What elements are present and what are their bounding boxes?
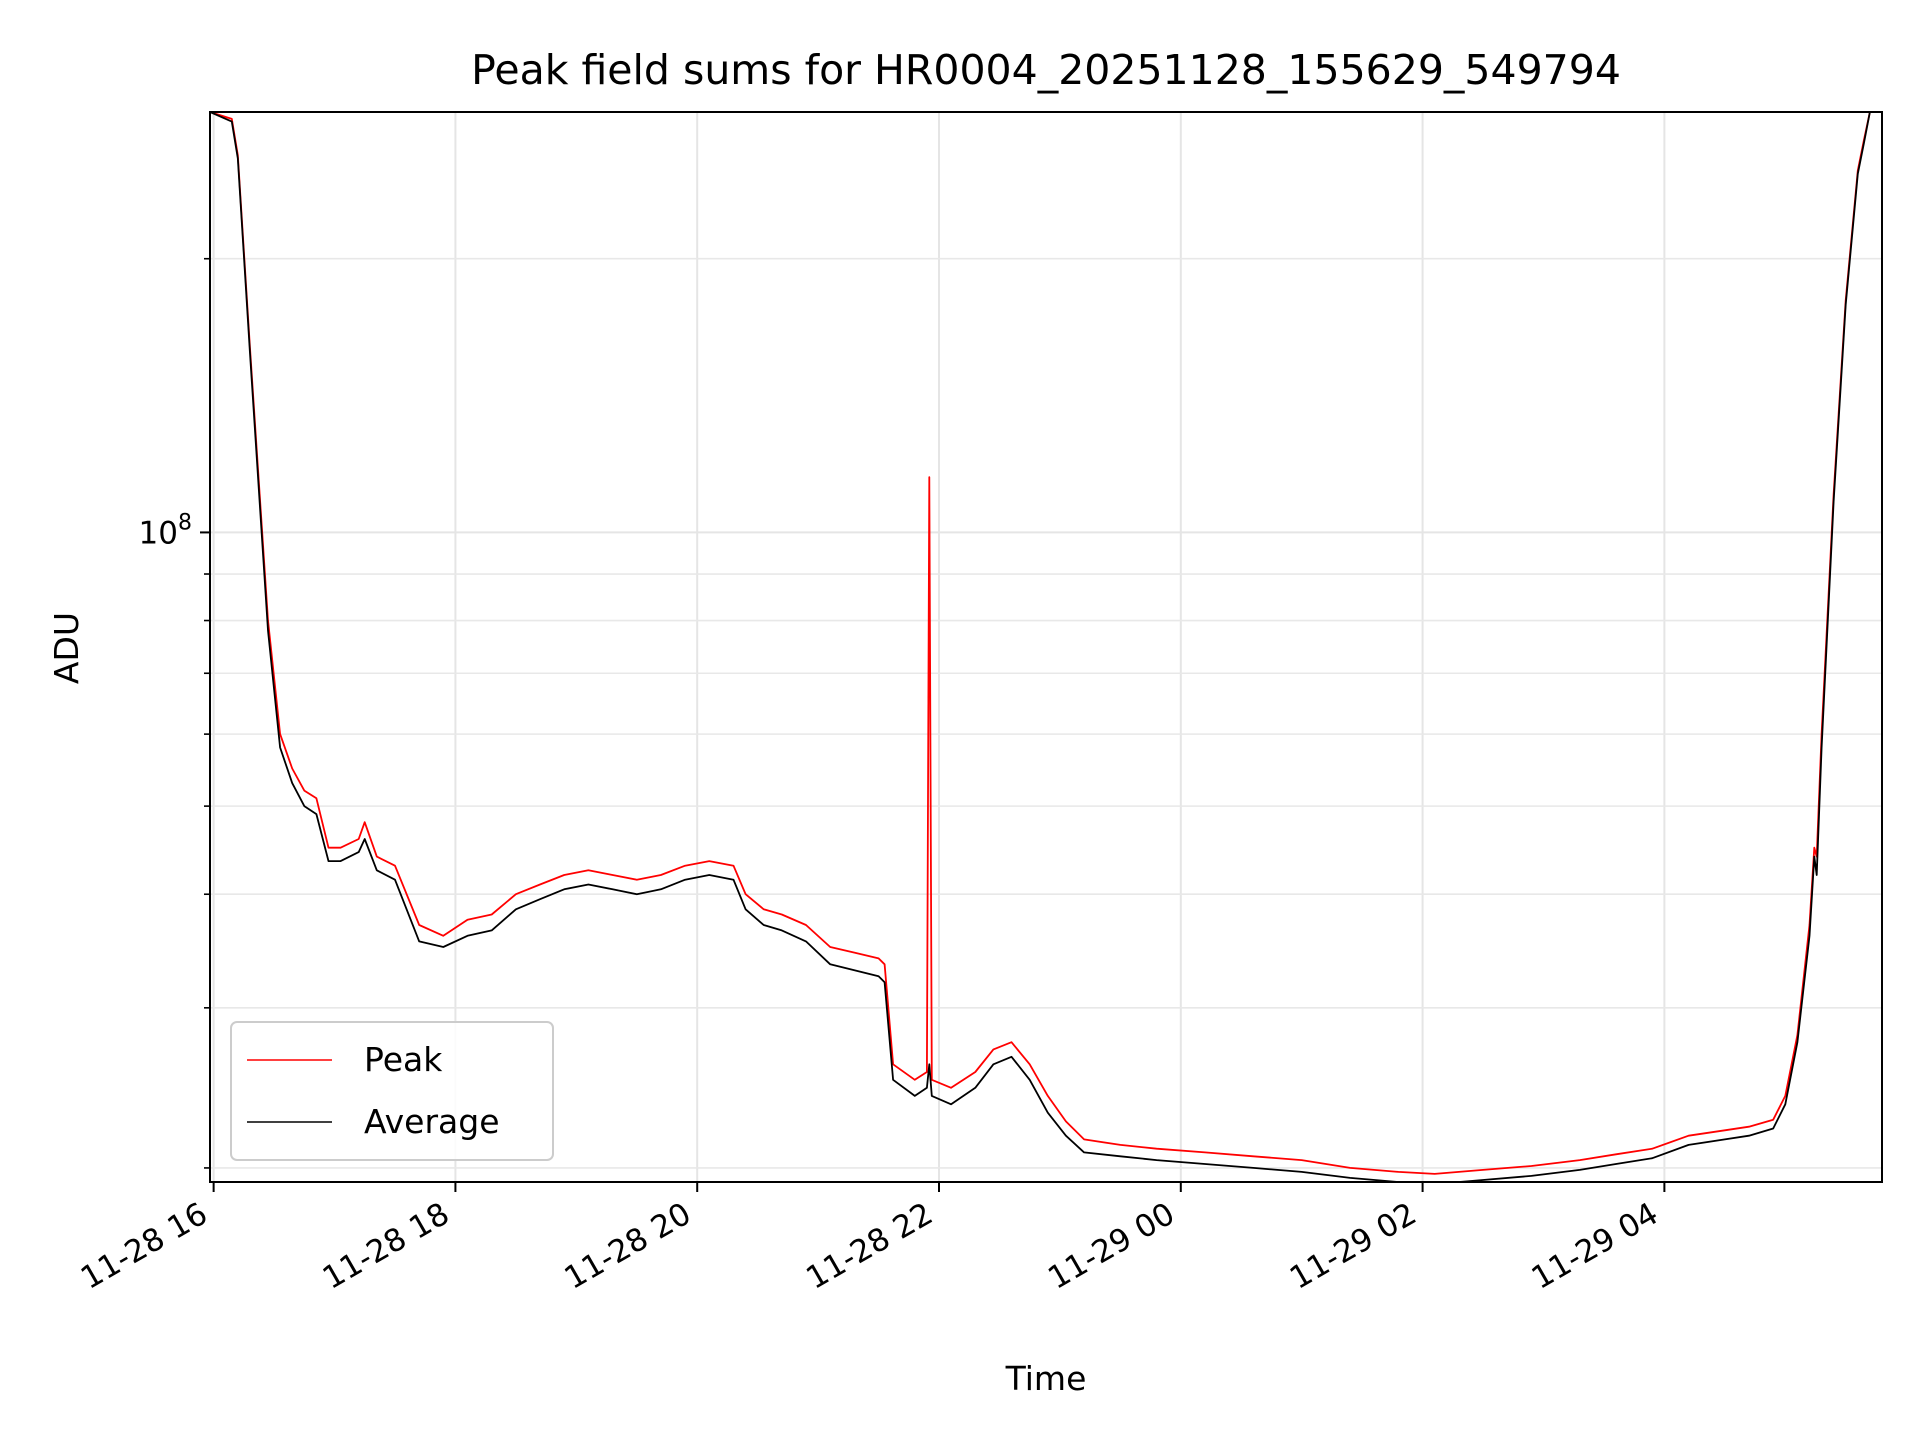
y-axis: 108 (139, 257, 210, 1169)
chart-title: Peak field sums for HR0004_20251128_1556… (471, 46, 1621, 94)
plot-frame (209, 111, 1883, 1183)
legend: Peak Average (230, 1021, 554, 1161)
y-tick-label: 108 (139, 510, 192, 551)
series-line-peak (210, 112, 1882, 1175)
y-axis-label: ADU (47, 612, 86, 684)
x-axis-label: Time (1005, 1359, 1087, 1398)
grid (210, 112, 1882, 1182)
legend-box (230, 1021, 554, 1161)
legend-label-peak: Peak (364, 1040, 443, 1079)
series-line-average (210, 112, 1882, 1182)
series-layer (210, 112, 1882, 1182)
legend-label-average: Average (364, 1102, 500, 1141)
